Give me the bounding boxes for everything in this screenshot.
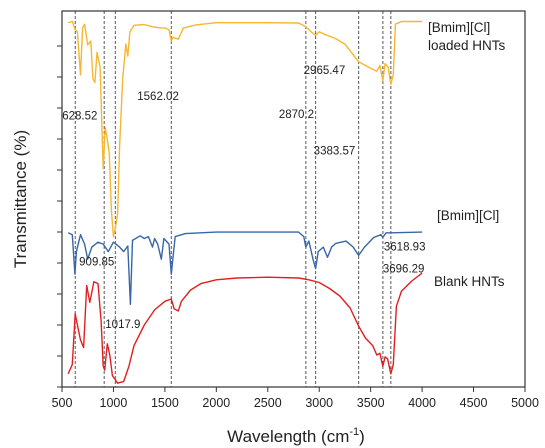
peak-label: 628.52	[62, 110, 97, 122]
peak-label: 3383.57	[314, 146, 356, 158]
x-tick-label: 1000	[100, 396, 128, 410]
peak-label: 1017.9	[105, 319, 140, 331]
series-label: loaded HNTs	[428, 38, 506, 53]
series-labels: [Bmim][Cl] loaded HNTs [Bmim][Cl] Blank HNT…	[428, 20, 506, 289]
plot-frame	[61, 10, 526, 388]
spectra-series	[67, 20, 423, 384]
series-label: [Bmim][Cl]	[428, 20, 490, 35]
peak-label: 1562.02	[137, 91, 179, 103]
x-tick-label: 1500	[151, 396, 179, 410]
x-tick-label: 3500	[357, 396, 385, 410]
x-axis-title-close: )	[359, 427, 365, 446]
x-tick-label: 3000	[305, 396, 333, 410]
x-axis-title: Wavelength (cm-1)	[227, 426, 365, 446]
reference-lines	[74, 11, 392, 387]
series-label: Blank HNTs	[434, 274, 505, 289]
x-tick-label: 500	[52, 396, 73, 410]
peak-label: 3696.29	[383, 264, 425, 276]
x-axis-title-superscript: -1	[349, 426, 359, 438]
y-axis-title: Transmittance (%)	[11, 130, 30, 268]
x-tick-label: 5000	[511, 396, 539, 410]
x-tick-label: 2000	[202, 396, 230, 410]
x-axis-title-main: Wavelength (cm	[227, 427, 349, 446]
x-tick-label: 2500	[254, 396, 282, 410]
axis-ticks: 500 1000 1500 2000 2500 3000 3500 4000 4500 5000	[52, 45, 539, 410]
x-tick-label: 4000	[408, 396, 436, 410]
series-line	[67, 231, 423, 305]
peak-label: 3618.93	[384, 242, 426, 254]
peak-label: 2965.47	[304, 65, 346, 77]
series-label: [Bmim][Cl]	[437, 208, 499, 223]
peak-label: 909.85	[79, 257, 114, 269]
series-line	[67, 272, 423, 384]
peak-annotations: 628.52 1562.02 2870.2 2965.47 3383.57 909.85 1…	[62, 65, 425, 331]
series-line	[68, 20, 423, 238]
peak-label: 2870.2	[279, 109, 314, 121]
x-tick-label: 4500	[460, 396, 488, 410]
